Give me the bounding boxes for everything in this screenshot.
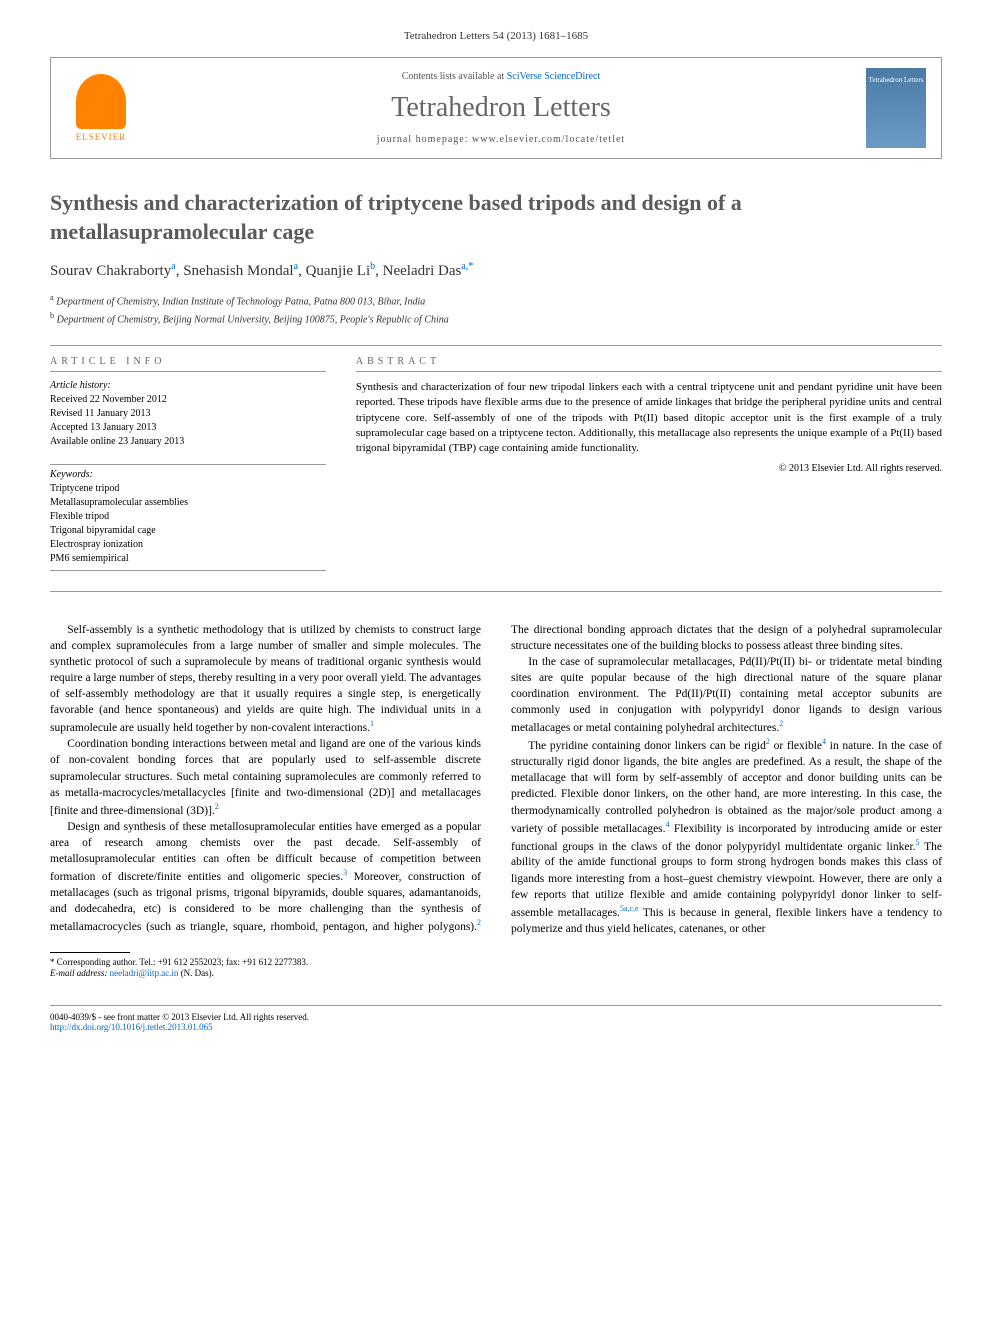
homepage-url[interactable]: www.elsevier.com/locate/tetlet (472, 134, 625, 145)
article-info-heading: ARTICLE INFO (50, 356, 326, 372)
ref-5e[interactable]: 5a,c,e (620, 904, 639, 913)
history-revised: Revised 11 January 2013 (50, 407, 326, 421)
divider (50, 345, 942, 346)
aff-text-b: Department of Chemistry, Beijing Normal … (57, 314, 449, 325)
front-matter: 0040-4039/$ - see front matter © 2013 El… (50, 1012, 451, 1022)
history-received: Received 22 November 2012 (50, 393, 326, 407)
ref-2[interactable]: 2 (215, 802, 219, 811)
paragraph-5: The pyridine containing donor linkers ca… (511, 736, 942, 936)
p2-text: Coordination bonding interactions betwee… (50, 738, 481, 816)
corresponding-author: * Corresponding author. Tel.: +91 612 25… (50, 952, 451, 980)
elsevier-logo[interactable]: ELSEVIER (66, 68, 136, 148)
article-info: ARTICLE INFO Article history: Received 2… (50, 356, 326, 571)
affiliations: a Department of Chemistry, Indian Instit… (50, 292, 942, 327)
contents-list-line: Contents lists available at SciVerse Sci… (136, 71, 866, 82)
ref-3b[interactable]: 2 (477, 918, 481, 927)
cover-text: Tetrahedron Letters (869, 76, 924, 84)
abstract-text: Synthesis and characterization of four n… (356, 380, 942, 457)
ref-1[interactable]: 1 (370, 719, 374, 728)
journal-name: Tetrahedron Letters (136, 92, 866, 124)
history-accepted: Accepted 13 January 2013 (50, 421, 326, 435)
paragraph-1: Self-assembly is a synthetic methodology… (50, 622, 481, 736)
abstract-heading: ABSTRACT (356, 356, 942, 372)
history-label: Article history: (50, 380, 326, 391)
article-title: Synthesis and characterization of tripty… (50, 189, 942, 246)
affiliation-a: a Department of Chemistry, Indian Instit… (50, 292, 942, 309)
p4a-text: In the case of supramolecular metallacag… (511, 656, 942, 734)
author-3-aff[interactable]: b (370, 261, 375, 272)
p5b-text: or flexible (770, 740, 822, 752)
author-1-aff[interactable]: a (171, 261, 175, 272)
aff-sup-b: b (50, 311, 54, 320)
history-online: Available online 23 January 2013 (50, 435, 326, 449)
elsevier-label: ELSEVIER (76, 132, 127, 142)
p1-text: Self-assembly is a synthetic methodology… (50, 624, 481, 734)
email-label: E-mail address: (50, 968, 110, 978)
keyword-1: Triptycene tripod (50, 482, 326, 496)
doi-link[interactable]: http://dx.doi.org/10.1016/j.tetlet.2013.… (50, 1022, 451, 1032)
ref-4[interactable]: 2 (779, 719, 783, 728)
author-4[interactable]: Neeladri Das (383, 263, 462, 279)
contents-prefix: Contents lists available at (402, 71, 507, 82)
p5c-text: in nature. In the case of structurally r… (511, 740, 942, 834)
footer: 0040-4039/$ - see front matter © 2013 El… (50, 1005, 942, 1032)
authors-line: Sourav Chakrabortya, Snehasish Mondala, … (50, 261, 942, 280)
body-text: Self-assembly is a synthetic methodology… (50, 622, 942, 937)
keywords-label: Keywords: (50, 464, 326, 480)
corresp-tel: * Corresponding author. Tel.: +91 612 25… (50, 957, 451, 969)
keyword-5: Electrospray ionization (50, 538, 326, 552)
journal-header: ELSEVIER Contents lists available at Sci… (50, 57, 942, 159)
author-3[interactable]: Quanjie Li (306, 263, 371, 279)
journal-cover-thumb[interactable]: Tetrahedron Letters (866, 68, 926, 148)
corresp-email-line: E-mail address: neeladri@iitp.ac.in (N. … (50, 968, 451, 980)
doi-block: 0040-4039/$ - see front matter © 2013 El… (50, 1012, 451, 1032)
keyword-3: Flexible tripod (50, 510, 326, 524)
sciencedirect-link[interactable]: SciVerse ScienceDirect (507, 71, 601, 82)
affiliation-b: b Department of Chemistry, Beijing Norma… (50, 310, 942, 327)
p5a-text: The pyridine containing donor linkers ca… (528, 740, 766, 752)
abstract-copyright: © 2013 Elsevier Ltd. All rights reserved… (356, 463, 942, 474)
paragraph-4: In the case of supramolecular metallacag… (511, 654, 942, 736)
journal-homepage-line: journal homepage: www.elsevier.com/locat… (136, 134, 866, 145)
keywords-block: Keywords: Triptycene tripod Metallasupra… (50, 464, 326, 571)
elsevier-tree-icon (76, 74, 126, 129)
keyword-6: PM6 semiempirical (50, 552, 326, 571)
abstract-block: ABSTRACT Synthesis and characterization … (356, 356, 942, 571)
keyword-2: Metallasupramolecular assemblies (50, 496, 326, 510)
author-2-aff[interactable]: a (294, 261, 298, 272)
email-suffix: (N. Das). (178, 968, 214, 978)
homepage-prefix: journal homepage: (377, 134, 472, 145)
email-link[interactable]: neeladri@iitp.ac.in (110, 968, 179, 978)
header-center: Contents lists available at SciVerse Sci… (136, 71, 866, 145)
info-abstract-row: ARTICLE INFO Article history: Received 2… (50, 356, 942, 571)
journal-reference: Tetrahedron Letters 54 (2013) 1681–1685 (50, 30, 942, 42)
author-2[interactable]: Snehasish Mondal (183, 263, 293, 279)
keyword-4: Trigonal bipyramidal cage (50, 524, 326, 538)
aff-text-a: Department of Chemistry, Indian Institut… (56, 297, 425, 308)
p3c-text: The directional bonding approach dictate… (511, 624, 942, 652)
aff-sup-a: a (50, 293, 54, 302)
divider-2 (50, 591, 942, 592)
author-1[interactable]: Sourav Chakraborty (50, 263, 171, 279)
corresp-divider (50, 952, 130, 953)
author-4-corr[interactable]: * (468, 261, 473, 272)
paragraph-2: Coordination bonding interactions betwee… (50, 736, 481, 818)
